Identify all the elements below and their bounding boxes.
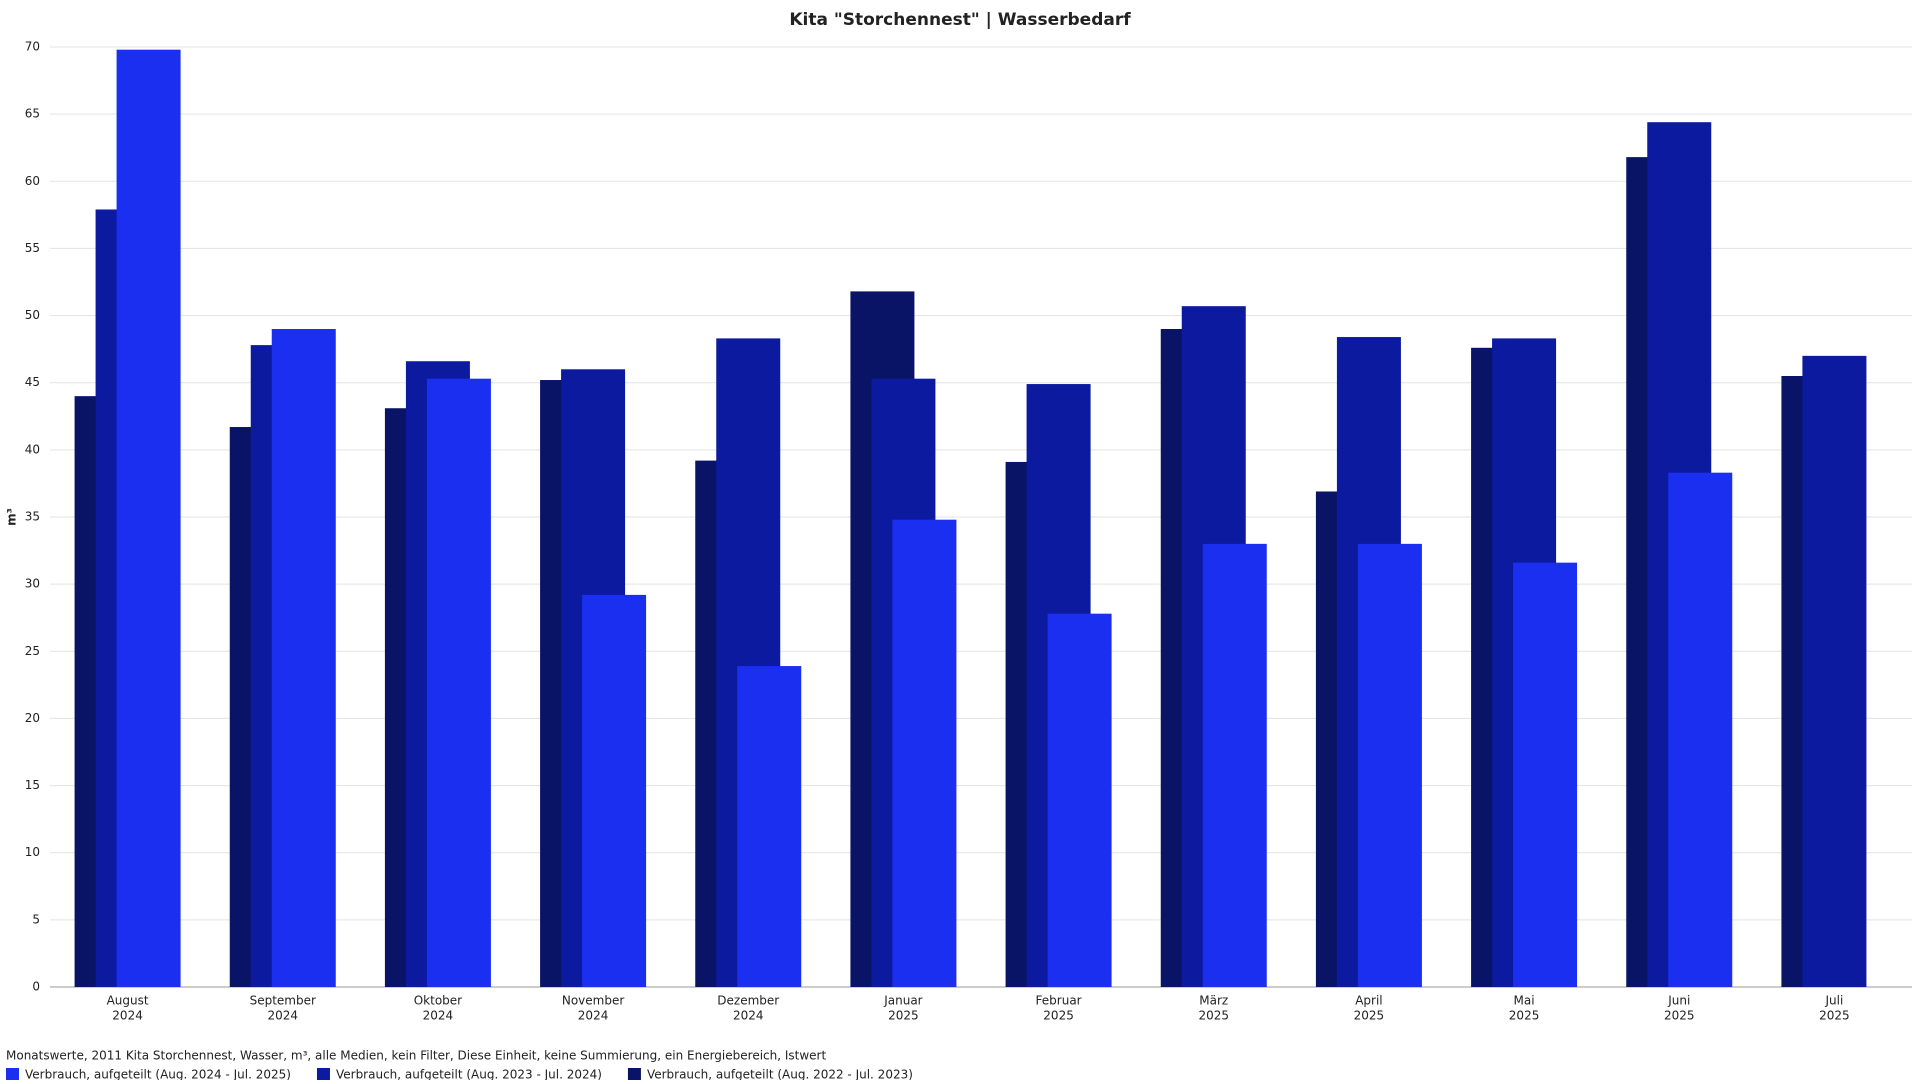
- bar: [582, 594, 647, 987]
- x-tick-label: 2025: [1664, 1009, 1695, 1023]
- legend-swatch: [6, 1068, 19, 1081]
- x-tick-label: 2025: [1819, 1009, 1850, 1023]
- y-tick-label: 15: [25, 778, 40, 792]
- y-tick-label: 35: [25, 510, 40, 524]
- y-tick-label: 40: [25, 442, 40, 456]
- bar: [1202, 543, 1267, 987]
- x-tick-label: 2024: [423, 1009, 454, 1023]
- bar: [1513, 562, 1578, 987]
- legend-label: Verbrauch, aufgeteilt (Aug. 2023 - Jul. …: [336, 1068, 602, 1081]
- x-tick-label: November: [562, 994, 624, 1008]
- x-tick-label: Oktober: [414, 994, 462, 1008]
- x-tick-label: Dezember: [717, 994, 779, 1008]
- x-tick-label: 2024: [733, 1009, 764, 1023]
- y-tick-label: 10: [25, 845, 40, 859]
- bar: [892, 519, 957, 987]
- bar: [1802, 355, 1867, 987]
- x-tick-label: September: [250, 994, 316, 1008]
- bar: [1668, 472, 1733, 988]
- y-tick-label: 20: [25, 711, 40, 725]
- legend-swatch: [316, 1068, 330, 1081]
- x-tick-label: Mai: [1514, 994, 1535, 1008]
- x-tick-label: 2025: [888, 1009, 919, 1023]
- bar: [1047, 613, 1112, 987]
- x-tick-label: Januar: [883, 994, 922, 1008]
- y-tick-label: 5: [32, 912, 40, 926]
- x-tick-label: 2024: [267, 1009, 298, 1023]
- x-tick-label: 2025: [1509, 1009, 1540, 1023]
- x-tick-label: Juni: [1667, 994, 1690, 1008]
- y-tick-label: 50: [25, 308, 40, 322]
- x-tick-label: 2025: [1354, 1009, 1385, 1023]
- bar: [737, 666, 802, 987]
- x-tick-label: 2025: [1198, 1009, 1229, 1023]
- y-tick-label: 45: [25, 375, 40, 389]
- legend-swatch: [627, 1068, 641, 1081]
- y-tick-label: 0: [32, 980, 40, 994]
- x-tick-label: August: [107, 994, 149, 1008]
- y-tick-label: 55: [25, 241, 40, 255]
- y-tick-label: 25: [25, 644, 40, 658]
- y-tick-label: 30: [25, 577, 40, 591]
- bar: [116, 49, 181, 987]
- footnote: Monatswerte, 2011 Kita Storchennest, Was…: [6, 1049, 826, 1063]
- bar: [426, 378, 491, 988]
- legend-label: Verbrauch, aufgeteilt (Aug. 2022 - Jul. …: [647, 1068, 913, 1081]
- x-tick-label: März: [1199, 994, 1228, 1008]
- y-tick-label: 60: [25, 174, 40, 188]
- x-tick-label: Juli: [1825, 994, 1844, 1008]
- y-tick-label: 70: [25, 40, 40, 54]
- bar: [1357, 543, 1422, 987]
- y-axis-label: m³: [5, 508, 19, 526]
- bar: [271, 329, 336, 987]
- chart-title: Kita "Storchennest" | Wasserbedarf: [789, 10, 1131, 30]
- x-tick-label: 2024: [112, 1009, 143, 1023]
- x-tick-label: 2025: [1043, 1009, 1074, 1023]
- x-tick-label: Februar: [1036, 994, 1082, 1008]
- legend-label: Verbrauch, aufgeteilt (Aug. 2024 - Jul. …: [25, 1068, 291, 1081]
- x-tick-label: April: [1355, 994, 1382, 1008]
- x-tick-label: 2024: [578, 1009, 609, 1023]
- y-tick-label: 65: [25, 107, 40, 121]
